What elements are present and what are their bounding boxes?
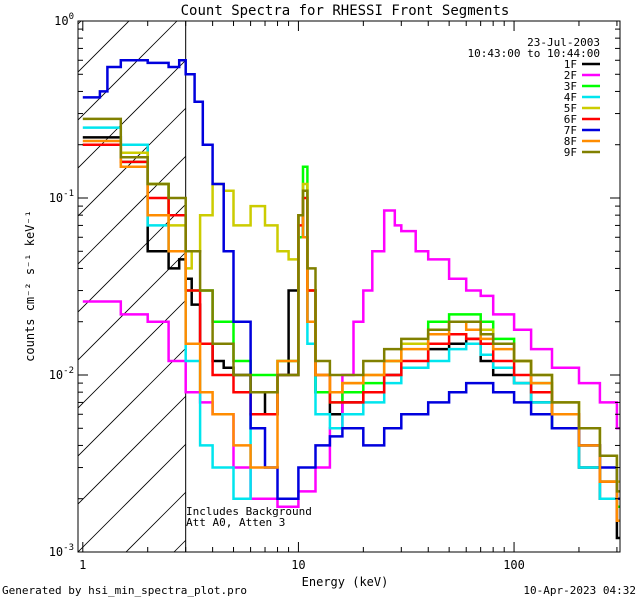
hatch-stripe (78, 21, 226, 169)
legend-label-8F: 8F (564, 135, 577, 148)
x-tick-label: 10 (291, 558, 305, 572)
legend-label-2F: 2F (564, 69, 577, 82)
legend-label-6F: 6F (564, 113, 577, 126)
chart-title: Count Spectra for RHESSI Front Segments (181, 3, 510, 19)
legend-label-5F: 5F (564, 102, 577, 115)
y-axis-label: counts cm⁻² s⁻¹ keV⁻¹ (23, 210, 37, 362)
series-line-9F (82, 117, 620, 493)
hatch-stripe (78, 21, 274, 217)
footer-timestamp: 10-Apr-2023 04:32 (523, 584, 636, 597)
y-tick-label: 10-1 (49, 189, 74, 205)
attenuator-note: Att A0, Atten 3 (186, 516, 285, 529)
excluded-energy-hatch (78, 21, 620, 552)
x-tick-label: 100 (503, 558, 525, 572)
footer-generated-by: Generated by hsi_min_spectra_plot.pro (2, 584, 247, 597)
legend-label-4F: 4F (564, 91, 577, 104)
series-line-2F (82, 209, 620, 509)
series-line-7F (82, 59, 620, 500)
y-tick-label: 100 (54, 12, 74, 28)
background-note: Includes Background (186, 505, 312, 518)
hatch-stripe (78, 21, 178, 121)
legend-label-3F: 3F (564, 80, 577, 93)
time-range-label: 10:43:00 to 10:44:00 (468, 47, 600, 60)
x-axis-label: Energy (keV) (302, 575, 389, 589)
legend-label-1F: 1F (564, 58, 577, 71)
legend-label-9F: 9F (564, 146, 577, 159)
date-label: 23-Jul-2003 (527, 36, 600, 49)
hatch-stripe (78, 21, 82, 25)
legend-label-7F: 7F (564, 124, 577, 137)
x-tick-label: 1 (79, 558, 86, 572)
plot-frame (77, 20, 621, 553)
hatch-mask (185, 21, 620, 552)
y-tick-label: 10-3 (49, 543, 74, 559)
y-tick-label: 10-2 (49, 366, 74, 382)
